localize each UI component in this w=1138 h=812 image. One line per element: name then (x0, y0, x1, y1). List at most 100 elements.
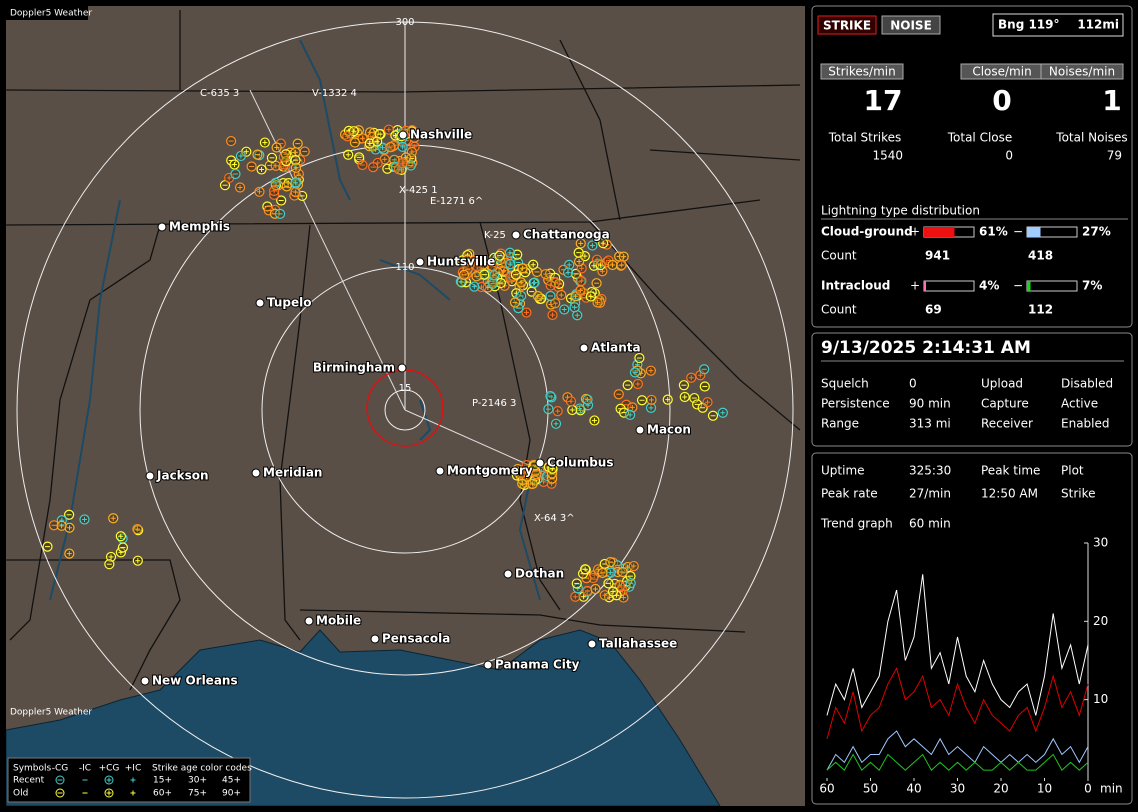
strike-symbol (458, 269, 470, 280)
rate-value: 1 (1102, 84, 1121, 117)
range-label: 15 (399, 383, 412, 394)
city-dot (483, 660, 493, 670)
strike-symbol (517, 263, 528, 274)
strike-symbol (617, 566, 628, 578)
strike-symbol (115, 531, 126, 542)
strike-symbol (405, 160, 416, 171)
strike-symbol (629, 367, 641, 378)
city-label: Pensacola (382, 632, 450, 646)
map-title: Doppler5 Weather (10, 9, 92, 19)
strike-symbol (292, 138, 303, 149)
strike-symbol (528, 259, 539, 270)
status-cell: Squelch (821, 377, 869, 391)
legend-age: 45+ (222, 776, 241, 786)
storm-label: K-25 (484, 230, 506, 241)
strike-symbol (582, 394, 593, 405)
noise-button-label[interactable]: NOISE (890, 19, 932, 33)
strike-symbol (625, 578, 636, 589)
city-label: Panama City (495, 658, 580, 672)
rate-value: 0 (992, 84, 1011, 117)
range-label: 300 (395, 17, 414, 28)
strike-symbol (364, 127, 376, 138)
strike-symbol (587, 240, 598, 251)
trend-line (826, 730, 1089, 771)
distance: 112mi (1077, 18, 1119, 32)
rate-label: Strikes/min (828, 65, 895, 79)
strike-symbol (479, 269, 490, 280)
strike-symbol (299, 146, 310, 157)
y-tick-label: 20 (1093, 614, 1108, 628)
strike-symbol (495, 277, 506, 289)
legend-age: 15+ (153, 776, 172, 786)
count-value: 418 (1028, 249, 1053, 263)
count-value: 69 (925, 303, 942, 317)
stats-panel (811, 5, 1133, 328)
strike-symbol (592, 297, 603, 308)
city-dot (255, 298, 265, 308)
strike-symbol (578, 591, 589, 602)
x-tick-label: 30 (950, 782, 965, 796)
strike-symbol (409, 141, 420, 152)
bearing: Bng 119° (998, 18, 1060, 32)
strike-symbol (510, 269, 521, 280)
status-cell: Enabled (1061, 417, 1110, 431)
total-label: Total Strikes (828, 131, 902, 145)
strike-symbol (246, 161, 257, 172)
strike-symbol (256, 164, 267, 175)
city-dot (251, 468, 261, 478)
strike-symbol (614, 580, 626, 592)
stats-cell: 325:30 (909, 464, 951, 478)
strike-button-label[interactable]: STRIKE (823, 19, 871, 33)
strike-symbol (372, 136, 383, 147)
strike-symbol (565, 396, 577, 407)
strike-symbol (254, 186, 265, 197)
storm-label: P-2146 3 (472, 398, 516, 409)
stats-cell: Peak time (981, 464, 1040, 478)
strike-symbol (646, 394, 657, 406)
city-label: Macon (647, 423, 691, 437)
strike-symbol (368, 162, 379, 173)
noise-button[interactable] (881, 15, 941, 35)
rate-label: Noises/min (1049, 65, 1115, 79)
strike-symbol (707, 410, 719, 421)
strike-symbol (409, 132, 420, 143)
strike-symbol (234, 182, 246, 193)
city-label: Mobile (316, 614, 361, 628)
title-box (6, 6, 88, 20)
stats-cell: Uptime (821, 464, 865, 478)
strike-button[interactable] (817, 15, 877, 35)
strike-symbol (532, 291, 544, 302)
sign: − (1013, 225, 1023, 239)
strike-symbol (471, 271, 482, 282)
strike-symbol (513, 303, 524, 314)
city-dot (503, 569, 513, 579)
legend-symbol-label: +CG (99, 764, 120, 774)
storm-label: X-425 1 (399, 185, 438, 196)
strike-symbol (117, 542, 128, 553)
strike-symbol (509, 297, 521, 308)
strike-symbol (550, 418, 562, 429)
strike-symbol (281, 181, 292, 192)
strike-symbol (545, 290, 556, 302)
city-dot (415, 257, 425, 267)
x-tick-label: 40 (906, 782, 921, 796)
pct-label: 27% (1082, 225, 1111, 239)
status-cell: 0 (909, 377, 917, 391)
strike-symbol (593, 564, 604, 575)
strike-symbol (278, 151, 289, 163)
city-dot (535, 458, 545, 468)
strike-symbol (576, 263, 587, 274)
strike-symbol (699, 381, 710, 392)
legend-symbol (55, 788, 65, 798)
strike-symbol (108, 513, 119, 524)
city-label: Birmingham (313, 361, 395, 375)
strike-symbol (290, 177, 301, 188)
strike-symbol (547, 309, 558, 321)
strike-symbol (357, 159, 368, 171)
status-cell: Active (1061, 397, 1098, 411)
strike-symbol (290, 147, 301, 158)
bar (1027, 281, 1031, 291)
total-value: 0 (1005, 149, 1013, 163)
city-dot (511, 230, 521, 240)
